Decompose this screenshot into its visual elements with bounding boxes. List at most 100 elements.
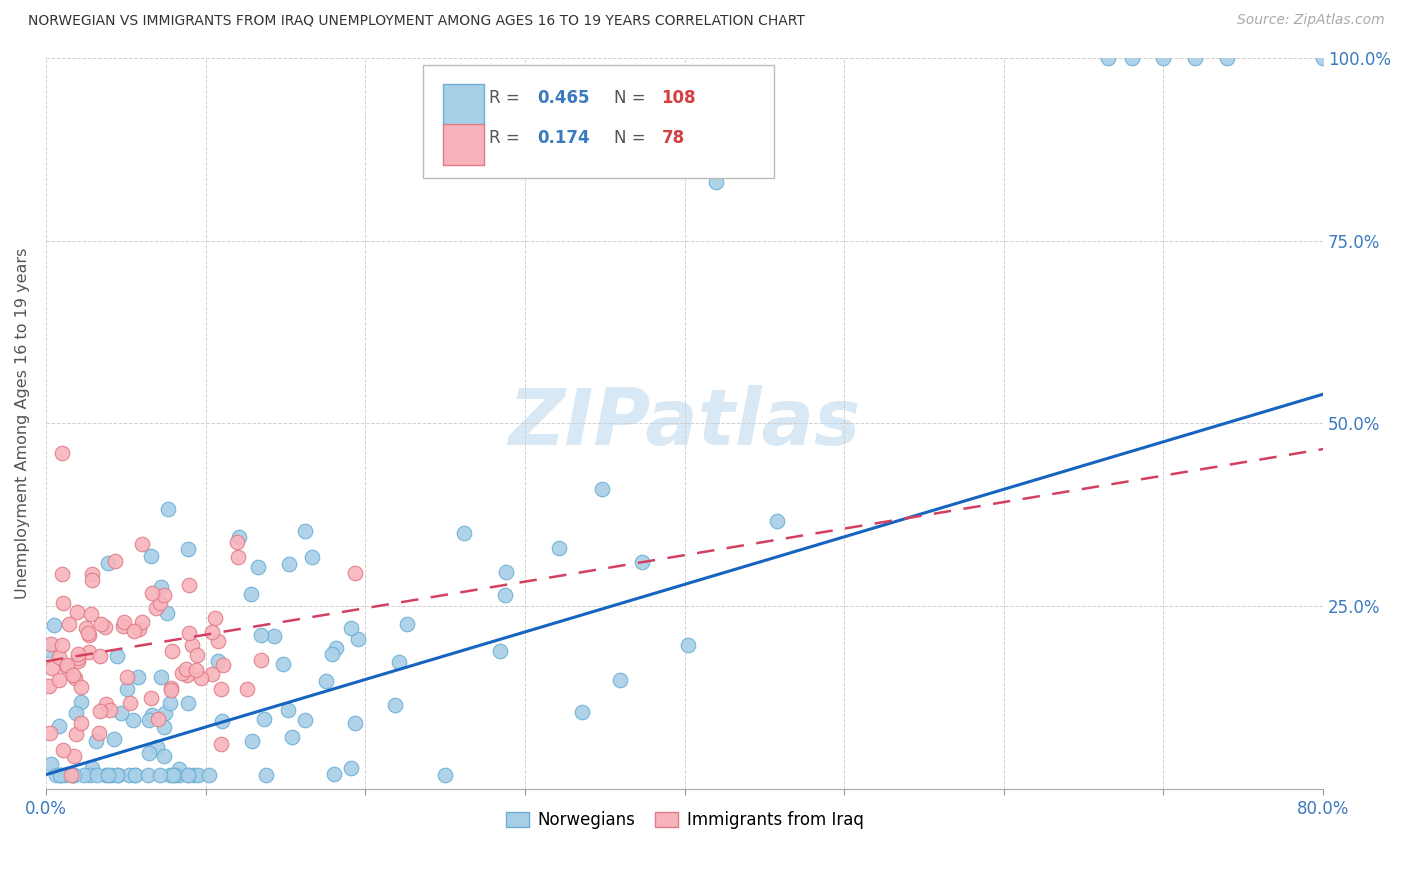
Point: [254, 767, 277, 781]
Point: [97, 767, 120, 781]
Point: [162, 767, 184, 781]
Point: [177, 767, 200, 781]
Point: [51, 767, 73, 781]
Point: [145, 740, 167, 755]
Point: [150, 670, 173, 684]
Point: [141, 690, 163, 705]
Point: [388, 655, 411, 669]
Point: [63, 767, 86, 781]
Point: [131, 615, 153, 630]
Point: [80, 607, 103, 622]
Point: [240, 587, 263, 601]
Text: 78: 78: [662, 128, 685, 146]
Point: [122, 624, 145, 638]
Point: [105, 767, 128, 781]
Point: [49, 767, 72, 781]
Point: [571, 706, 593, 720]
Point: [97, 556, 120, 570]
Point: [89, 726, 111, 740]
Point: [146, 712, 169, 726]
Point: [90, 616, 112, 631]
Point: [159, 767, 181, 781]
Point: [58, 616, 80, 631]
Point: [235, 682, 257, 697]
Point: [278, 558, 301, 572]
Point: [80, 761, 103, 775]
Point: [38, 725, 60, 739]
Point: [118, 696, 141, 710]
Point: [110, 706, 132, 721]
Point: [51, 446, 73, 460]
Point: [62, 767, 84, 781]
Point: [301, 549, 323, 564]
Point: [177, 767, 200, 781]
Point: [118, 767, 141, 781]
Point: [156, 607, 179, 621]
Point: [226, 549, 249, 564]
Point: [138, 714, 160, 728]
Point: [180, 638, 202, 652]
Point: [138, 746, 160, 760]
Text: NORWEGIAN VS IMMIGRANTS FROM IRAQ UNEMPLOYMENT AMONG AGES 16 TO 19 YEARS CORRELA: NORWEGIAN VS IMMIGRANTS FROM IRAQ UNEMPL…: [28, 13, 806, 28]
Point: [344, 566, 367, 581]
Point: [89, 704, 111, 718]
Point: [94, 620, 117, 634]
Point: [98, 703, 121, 717]
Point: [115, 681, 138, 696]
Point: [52, 596, 75, 610]
Point: [86, 767, 108, 781]
Point: [250, 627, 273, 641]
Point: [343, 716, 366, 731]
Point: [112, 615, 135, 630]
Point: [176, 667, 198, 681]
Point: [384, 698, 406, 712]
Point: [488, 643, 510, 657]
Text: Source: ZipAtlas.com: Source: ZipAtlas.com: [1237, 13, 1385, 28]
Point: [176, 541, 198, 556]
Point: [100, 767, 122, 781]
Text: ZIPatlas: ZIPatlas: [509, 385, 860, 461]
Point: [51, 638, 73, 652]
Point: [56, 657, 79, 672]
Point: [94, 767, 117, 781]
Point: [89, 648, 111, 663]
Point: [62, 749, 84, 764]
Point: [209, 737, 232, 751]
Point: [77, 627, 100, 641]
Point: [65, 706, 87, 720]
Point: [167, 767, 190, 781]
Point: [79, 767, 101, 781]
Point: [211, 714, 233, 729]
Text: N =: N =: [614, 128, 657, 146]
Point: [94, 697, 117, 711]
Point: [141, 707, 163, 722]
Point: [609, 673, 631, 687]
Point: [53, 767, 76, 781]
Legend: Norwegians, Immigrants from Iraq: Norwegians, Immigrants from Iraq: [499, 805, 870, 836]
Point: [82, 573, 104, 587]
Point: [190, 671, 212, 685]
Text: R =: R =: [489, 89, 526, 107]
Point: [77, 645, 100, 659]
Point: [103, 731, 125, 746]
Point: [39, 637, 62, 651]
Point: [104, 554, 127, 568]
Point: [294, 713, 316, 727]
Point: [212, 658, 235, 673]
Y-axis label: Unemployment Among Ages 16 to 19 years: Unemployment Among Ages 16 to 19 years: [15, 248, 30, 599]
Point: [149, 767, 172, 781]
Point: [277, 703, 299, 717]
Point: [38, 642, 60, 657]
Point: [183, 767, 205, 781]
Point: [69, 695, 91, 709]
Point: [55, 658, 77, 673]
Point: [48, 673, 70, 687]
Point: [152, 748, 174, 763]
Point: [160, 681, 183, 695]
Point: [315, 674, 337, 689]
Point: [253, 712, 276, 726]
Point: [127, 670, 149, 684]
Point: [591, 483, 613, 497]
Point: [160, 644, 183, 658]
Point: [766, 515, 789, 529]
